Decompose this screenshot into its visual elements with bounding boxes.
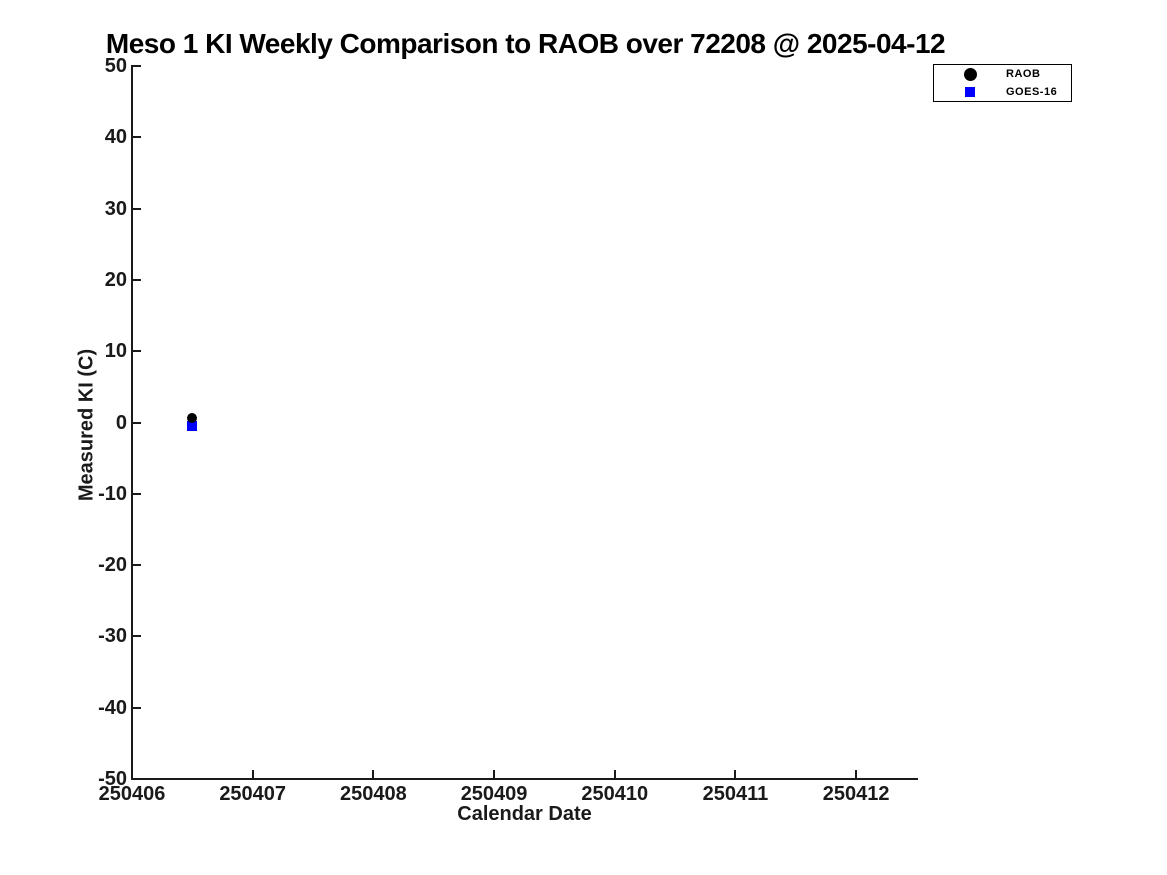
y-tick (133, 207, 141, 210)
y-tick (133, 564, 141, 567)
y-tick-label: 0 (115, 411, 127, 434)
y-tick (133, 65, 141, 67)
y-tick-label: 20 (104, 268, 127, 291)
x-tick (251, 770, 254, 778)
x-tick-label: 250408 (340, 783, 407, 805)
y-tick (133, 706, 141, 709)
x-axis-label: Calendar Date (457, 803, 592, 825)
y-tick-label: -40 (98, 696, 127, 719)
y-tick (133, 350, 141, 353)
x-tick (493, 770, 496, 778)
data-point-raob (187, 412, 198, 423)
chart-title: Meso 1 KI Weekly Comparison to RAOB over… (105, 28, 946, 59)
y-tick-label: 50 (104, 55, 127, 77)
y-tick-label: 30 (104, 197, 127, 220)
legend-label-goes-16: GOES-16 (1006, 86, 1058, 98)
x-tick-label: 250409 (460, 783, 528, 805)
x-tick-label: 250406 (98, 783, 166, 805)
y-tick (133, 136, 141, 139)
x-tick (372, 770, 375, 778)
x-tick (131, 770, 133, 778)
legend: RAOB GOES-16 (933, 64, 1072, 102)
y-tick-label: 40 (104, 126, 127, 149)
x-tick-label: 250407 (219, 783, 287, 805)
raob-marker-icon (963, 67, 977, 81)
y-tick-label: -30 (98, 625, 127, 648)
y-tick (133, 421, 141, 424)
y-axis-spine (131, 65, 133, 780)
legend-label-raob: RAOB (1006, 68, 1041, 80)
goes-16-marker-icon (965, 87, 975, 97)
x-tick (855, 770, 858, 778)
y-tick (133, 635, 141, 638)
x-tick-label: 250411 (702, 783, 769, 805)
y-tick (133, 492, 141, 495)
y-tick-label: -10 (98, 482, 127, 505)
y-tick-label: -20 (98, 554, 127, 577)
legend-entry-raob: RAOB (934, 66, 1071, 82)
y-tick-label: -50 (98, 768, 127, 790)
data-point-goes-16 (187, 421, 198, 432)
x-tick-label: 250412 (822, 783, 890, 805)
x-tick-label: 250410 (581, 783, 649, 805)
x-tick (734, 770, 737, 778)
y-tick (133, 278, 141, 281)
y-tick (133, 778, 141, 780)
x-axis-spine (131, 778, 918, 780)
x-tick (613, 770, 616, 778)
y-axis-label: Measured KI (C) (75, 348, 98, 502)
legend-entry-goes-16: GOES-16 (934, 84, 1071, 100)
y-tick-label: 10 (104, 340, 127, 363)
